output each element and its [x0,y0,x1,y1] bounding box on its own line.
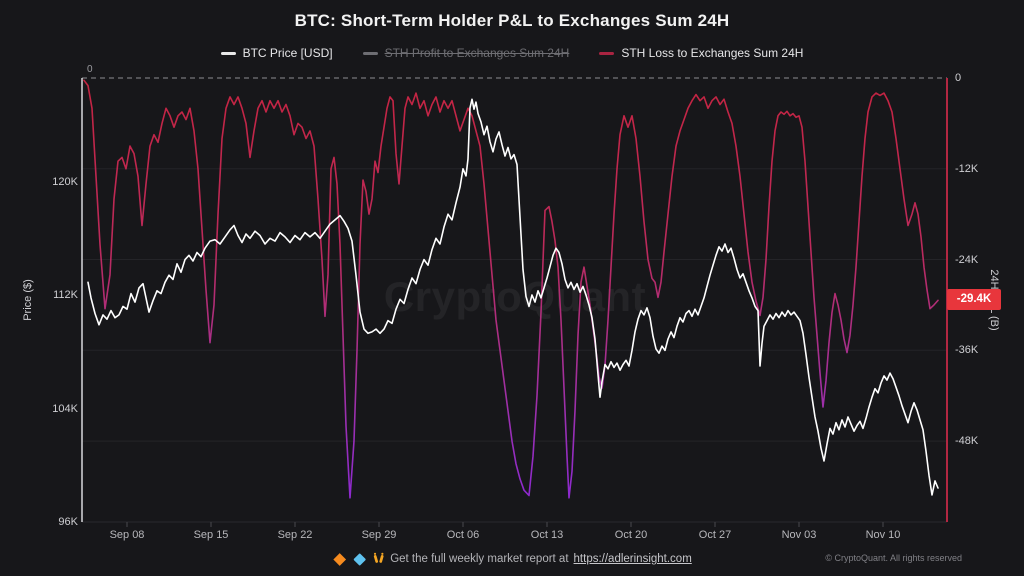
footer-report-link[interactable]: https://adlerinsight.com [573,553,692,565]
y-right-tick-label: -36K [955,344,979,357]
y-left-tick-label: 96K [58,516,78,528]
last-value-badge: -29.4K [947,289,1001,311]
zero-line-label-left: 0 [87,64,93,75]
chart-title: BTC: Short-Term Holder P&L to Exchanges … [294,11,730,30]
x-tick-label: Sep 08 [109,529,145,541]
legend-marker [362,51,378,55]
x-tick-label: Sep 29 [361,529,397,541]
x-tick-label: Oct 20 [614,529,648,541]
left-axis-label: Price ($) [22,279,34,321]
legend-item-1[interactable]: STH Profit to Exchanges Sum 24H [362,46,570,60]
btc-price-line [87,98,939,496]
footer-report-note: Get the full weekly market report at htt… [332,551,692,567]
x-tick-label: Sep 15 [193,529,229,541]
y-left-tick-label: 112K [53,289,78,302]
x-tick-label: Oct 06 [446,529,480,541]
x-tick-label: Sep 22 [277,529,313,541]
legend-item-0[interactable]: BTC Price [USD] [220,46,333,60]
legend-item-2[interactable]: STH Loss to Exchanges Sum 24H [599,46,803,60]
sth-loss-line [83,79,939,499]
y-right-tick-label: -12K [955,162,979,175]
y-left-tick-label: 120K [52,175,78,188]
x-tick-label: Nov 03 [781,529,817,541]
y-right-tick-label: 0 [955,72,962,84]
y-right-tick-label: -48K [955,435,979,448]
legend-label: STH Loss to Exchanges Sum 24H [621,46,804,60]
orange-diamond-icon [333,552,347,566]
copyright: © CryptoQuant. All rights reserved [825,553,962,563]
raised-hands-icon [372,551,385,567]
x-tick-label: Oct 27 [698,529,732,541]
y-right-tick-label: -24K [955,253,979,266]
footer-report-text: Get the full weekly market report at [390,553,569,565]
legend-label: BTC Price [USD] [242,46,333,60]
y-left-tick-label: 104K [52,402,78,415]
x-tick-label: Oct 13 [530,529,564,541]
x-tick-label: Nov 10 [865,529,901,541]
legend-marker [220,51,236,55]
legend-marker [599,51,615,55]
legend: BTC Price [USD] STH Profit to Exchanges S… [0,45,1024,61]
blue-gem-icon [353,552,367,566]
legend-label: STH Profit to Exchanges Sum 24H [384,46,570,60]
